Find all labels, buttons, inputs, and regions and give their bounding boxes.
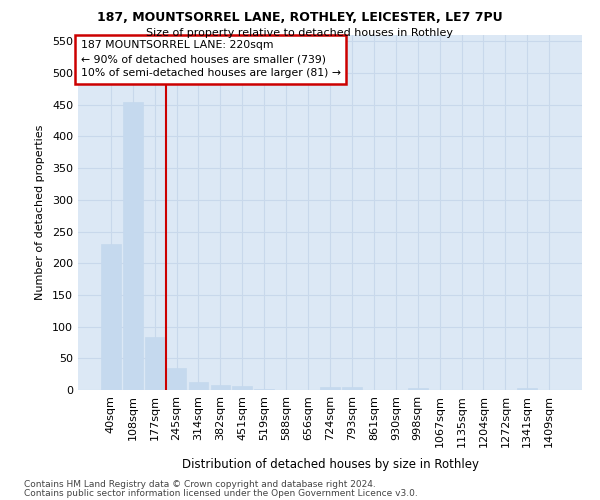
Y-axis label: Number of detached properties: Number of detached properties (35, 125, 45, 300)
Bar (167, 368, 187, 390)
X-axis label: Distribution of detached houses by size in Rothley: Distribution of detached houses by size … (182, 458, 479, 471)
Bar (232, 386, 252, 390)
Bar (145, 338, 164, 390)
Text: Contains HM Land Registry data © Crown copyright and database right 2024.: Contains HM Land Registry data © Crown c… (24, 480, 376, 489)
Bar (517, 388, 537, 390)
Bar (254, 388, 274, 390)
Bar (408, 388, 428, 390)
Text: 187 MOUNTSORREL LANE: 220sqm
← 90% of detached houses are smaller (739)
10% of s: 187 MOUNTSORREL LANE: 220sqm ← 90% of de… (80, 40, 341, 78)
Text: Contains public sector information licensed under the Open Government Licence v3: Contains public sector information licen… (24, 488, 418, 498)
Bar (320, 388, 340, 390)
Bar (342, 388, 362, 390)
Text: Size of property relative to detached houses in Rothley: Size of property relative to detached ho… (146, 28, 454, 38)
Bar (188, 382, 208, 390)
Bar (101, 244, 121, 390)
Bar (123, 102, 143, 390)
Bar (211, 385, 230, 390)
Text: 187, MOUNTSORREL LANE, ROTHLEY, LEICESTER, LE7 7PU: 187, MOUNTSORREL LANE, ROTHLEY, LEICESTE… (97, 11, 503, 24)
